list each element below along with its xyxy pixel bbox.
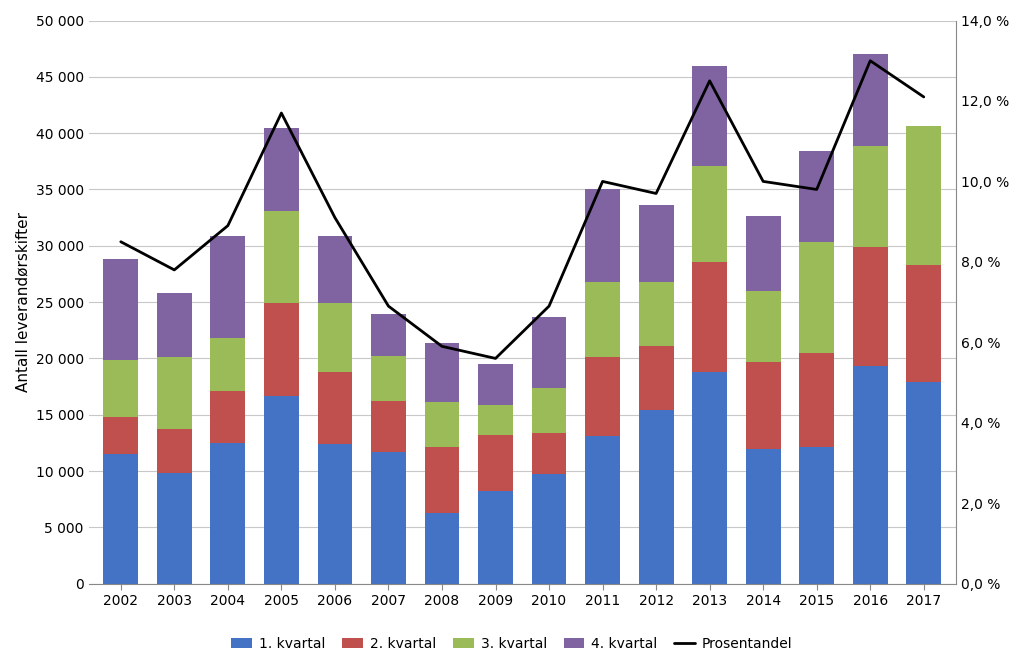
Bar <box>531 433 566 474</box>
Bar <box>371 314 406 356</box>
Bar <box>157 293 191 357</box>
Prosentandel <box>382 302 394 310</box>
Bar <box>639 282 674 346</box>
Bar <box>692 372 727 584</box>
Prosentandel <box>222 222 234 230</box>
Prosentandel <box>703 77 716 85</box>
Prosentandel <box>757 178 769 186</box>
Bar <box>692 165 727 261</box>
Bar <box>585 190 620 282</box>
Bar <box>585 282 620 357</box>
Prosentandel <box>115 238 127 246</box>
Bar <box>425 403 460 448</box>
Prosentandel <box>811 186 823 194</box>
Bar <box>211 443 246 584</box>
Bar <box>531 317 566 388</box>
Prosentandel <box>275 109 288 117</box>
Bar <box>264 304 299 395</box>
Bar <box>906 265 941 382</box>
Bar <box>639 346 674 410</box>
Bar <box>639 410 674 584</box>
Bar <box>800 151 835 243</box>
Bar <box>853 247 888 366</box>
Bar <box>853 145 888 247</box>
Bar <box>800 353 835 448</box>
Bar <box>745 362 780 448</box>
Prosentandel <box>436 342 449 350</box>
Prosentandel <box>329 214 341 222</box>
Bar <box>264 211 299 304</box>
Bar <box>425 342 460 403</box>
Bar <box>745 291 780 362</box>
Bar <box>317 236 352 304</box>
Bar <box>585 357 620 436</box>
Bar <box>639 205 674 282</box>
Prosentandel <box>543 302 555 310</box>
Bar <box>425 513 460 584</box>
Bar <box>478 405 513 435</box>
Bar <box>157 429 191 473</box>
Bar <box>906 382 941 584</box>
Bar <box>264 395 299 584</box>
Bar <box>585 436 620 584</box>
Bar <box>317 372 352 444</box>
Bar <box>103 454 138 584</box>
Prosentandel <box>168 266 180 274</box>
Bar <box>371 452 406 584</box>
Bar <box>692 261 727 372</box>
Prosentandel <box>864 57 877 65</box>
Bar <box>800 448 835 584</box>
Bar <box>211 236 246 338</box>
Bar <box>800 243 835 353</box>
Bar <box>371 356 406 401</box>
Bar <box>478 364 513 405</box>
Bar <box>531 388 566 433</box>
Bar <box>853 366 888 584</box>
Prosentandel <box>918 93 930 101</box>
Bar <box>264 127 299 211</box>
Bar <box>478 491 513 584</box>
Bar <box>531 474 566 584</box>
Bar <box>745 216 780 291</box>
Prosentandel <box>489 354 502 362</box>
Bar <box>157 473 191 584</box>
Prosentandel <box>596 178 608 186</box>
Line: Prosentandel: Prosentandel <box>121 61 924 358</box>
Bar <box>745 448 780 584</box>
Legend: 1. kvartal, 2. kvartal, 3. kvartal, 4. kvartal, Prosentandel: 1. kvartal, 2. kvartal, 3. kvartal, 4. k… <box>225 631 799 657</box>
Bar <box>478 435 513 491</box>
Bar <box>317 444 352 584</box>
Bar <box>853 54 888 145</box>
Bar <box>906 127 941 265</box>
Bar <box>425 448 460 513</box>
Y-axis label: Antall leverandørskifter: Antall leverandørskifter <box>15 212 30 392</box>
Bar <box>692 66 727 165</box>
Prosentandel <box>650 190 663 198</box>
Bar <box>103 259 138 360</box>
Bar <box>157 357 191 429</box>
Bar <box>371 401 406 452</box>
Bar <box>211 338 246 391</box>
Bar <box>103 417 138 454</box>
Bar <box>103 360 138 417</box>
Bar <box>317 304 352 372</box>
Bar <box>211 391 246 443</box>
